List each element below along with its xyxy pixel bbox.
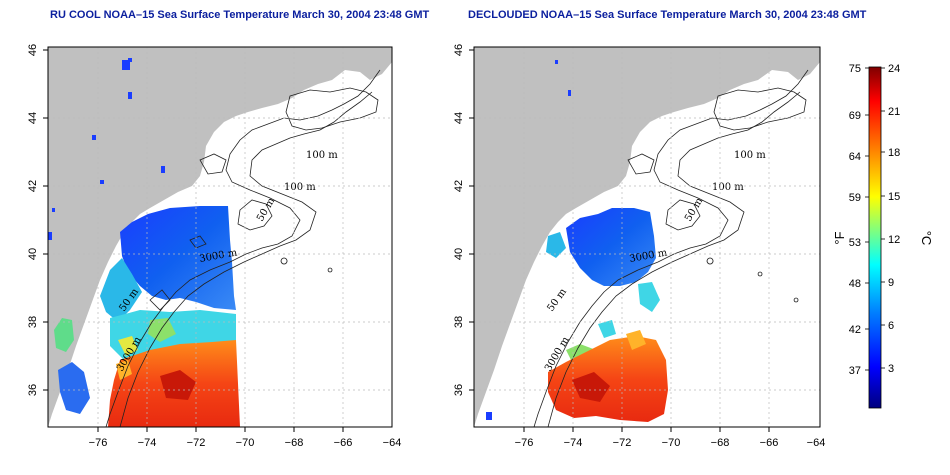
celsius-tick: 9 bbox=[888, 277, 894, 289]
isobath-label: 100 m bbox=[306, 150, 338, 161]
celsius-tick: 18 bbox=[888, 147, 900, 159]
colorbar: 75 69 64 59 53 48 42 37 24 21 18 15 12 9… bbox=[832, 63, 934, 409]
y-tick-label: 36 bbox=[453, 384, 465, 396]
y-axis-labels: 36 38 40 42 44 46 bbox=[453, 44, 465, 396]
isobath-label: 100 m bbox=[712, 182, 744, 193]
land-mass bbox=[474, 47, 820, 427]
y-tick-label: 42 bbox=[27, 180, 39, 192]
x-tick-label: −68 bbox=[711, 437, 730, 449]
colorbar-gradient bbox=[868, 66, 882, 409]
land-mass bbox=[48, 47, 392, 427]
fahrenheit-tick: 64 bbox=[849, 151, 861, 163]
y-tick-label: 36 bbox=[27, 384, 39, 396]
x-tick-label: −66 bbox=[334, 437, 353, 449]
fahrenheit-tick: 48 bbox=[849, 278, 861, 290]
isobath-label: 100 m bbox=[284, 182, 316, 193]
isobaths bbox=[105, 69, 381, 427]
sst-cold-band bbox=[120, 206, 236, 310]
celsius-tick: 6 bbox=[888, 320, 894, 332]
celsius-tick: 21 bbox=[888, 106, 900, 118]
y-tick-label: 46 bbox=[27, 44, 39, 56]
sst-cold-band bbox=[566, 208, 656, 286]
isobaths bbox=[533, 69, 809, 427]
x-axis-labels: −76 −74 −72 −70 −68 −66 −64 bbox=[89, 437, 402, 449]
y-tick-label: 44 bbox=[453, 112, 465, 124]
y-axis-labels: 36 38 40 42 44 46 bbox=[27, 44, 39, 396]
celsius-tick: 12 bbox=[888, 234, 900, 246]
fahrenheit-tick: 37 bbox=[849, 365, 861, 377]
map-panel-left: 100 m 100 m 50 m 50 m 3000 m 3000 m bbox=[27, 44, 401, 449]
celsius-tick: 3 bbox=[888, 363, 894, 375]
celsius-label: °C bbox=[919, 231, 934, 246]
y-tick-label: 40 bbox=[453, 248, 465, 260]
y-tick-label: 42 bbox=[453, 180, 465, 192]
x-tick-label: −64 bbox=[807, 437, 826, 449]
sst-scatter bbox=[48, 58, 165, 240]
x-tick-label: −66 bbox=[760, 437, 779, 449]
y-tick-label: 46 bbox=[453, 44, 465, 56]
x-tick-label: −72 bbox=[613, 437, 632, 449]
sst-coastal bbox=[100, 258, 142, 322]
grid bbox=[474, 47, 820, 427]
map-title-left: RU COOL NOAA–15 Sea Surface Temperature … bbox=[50, 9, 430, 21]
x-tick-label: −70 bbox=[236, 437, 255, 449]
y-tick-label: 40 bbox=[27, 248, 39, 260]
map-panel-right: 100 m 100 m 50 m 50 m 3000 m 3000 m bbox=[453, 44, 825, 449]
y-tick-label: 44 bbox=[27, 112, 39, 124]
isobath-label: 100 m bbox=[734, 150, 766, 161]
x-tick-label: −76 bbox=[515, 437, 534, 449]
sst-warm-water bbox=[548, 336, 668, 422]
celsius-tick: 24 bbox=[888, 63, 900, 75]
x-tick-label: −68 bbox=[285, 437, 304, 449]
isobath-label: 50 m bbox=[545, 286, 569, 314]
fahrenheit-label: °F bbox=[832, 231, 847, 244]
x-tick-label: −70 bbox=[662, 437, 681, 449]
x-tick-label: −74 bbox=[564, 437, 583, 449]
x-tick-label: −64 bbox=[383, 437, 402, 449]
map-title-right: DECLOUDED NOAA–15 Sea Surface Temperatur… bbox=[468, 9, 867, 21]
fahrenheit-tick: 42 bbox=[849, 324, 861, 336]
isobath-label: 50 m bbox=[255, 196, 277, 224]
x-tick-label: −74 bbox=[138, 437, 157, 449]
x-axis-labels: −76 −74 −72 −70 −68 −66 −64 bbox=[515, 437, 826, 449]
y-tick-label: 38 bbox=[27, 316, 39, 328]
fahrenheit-tick: 69 bbox=[849, 110, 861, 122]
x-tick-label: −72 bbox=[187, 437, 206, 449]
grid bbox=[48, 47, 392, 427]
x-tick-label: −76 bbox=[89, 437, 108, 449]
fahrenheit-tick: 59 bbox=[849, 192, 861, 204]
y-tick-label: 38 bbox=[453, 316, 465, 328]
fahrenheit-tick: 75 bbox=[849, 63, 861, 75]
celsius-tick: 15 bbox=[888, 191, 900, 203]
fahrenheit-tick: 53 bbox=[849, 237, 861, 249]
isobath-label: 50 m bbox=[683, 196, 705, 224]
